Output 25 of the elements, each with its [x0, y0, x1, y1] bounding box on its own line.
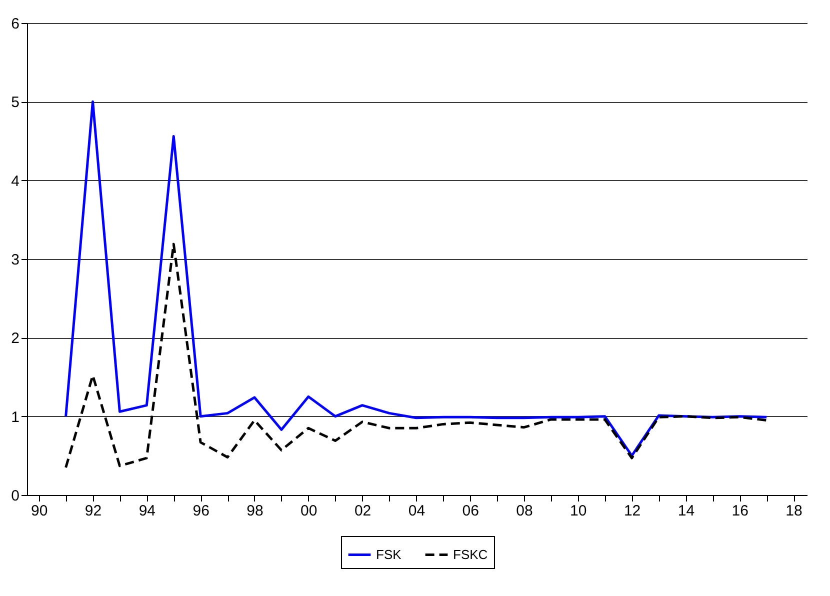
x-tick-label: 02	[354, 502, 372, 520]
y-tick-label: 1	[11, 408, 20, 426]
legend-label: FSKC	[453, 546, 488, 562]
y-tick-label: 4	[11, 172, 20, 190]
y-tick-label: 0	[11, 488, 20, 504]
y-tick-label: 6	[11, 16, 20, 32]
line-series	[64, 100, 768, 457]
x-tick-label: 90	[31, 502, 48, 520]
x-tick-label: 14	[678, 502, 695, 520]
x-tick-label: 08	[516, 502, 533, 520]
x-tick-label: 16	[732, 502, 748, 520]
x-tick-label: 18	[786, 502, 802, 520]
y-tick-label: 2	[11, 330, 20, 348]
x-tick-label: 92	[84, 502, 102, 520]
x-tick-label: 06	[462, 502, 479, 520]
x-tick-label: 96	[192, 502, 210, 520]
x-tick-label: 00	[300, 502, 318, 520]
y-tick-label: 3	[11, 252, 20, 268]
x-tick-label: 12	[624, 502, 641, 520]
legend-label: FSK	[376, 546, 402, 562]
x-tick-label: 04	[408, 502, 426, 520]
x-tick-label: 10	[570, 502, 587, 520]
y-tick-label: 5	[11, 94, 20, 112]
x-tick-label: 94	[138, 502, 156, 520]
x-tick-label: 98	[246, 502, 264, 520]
